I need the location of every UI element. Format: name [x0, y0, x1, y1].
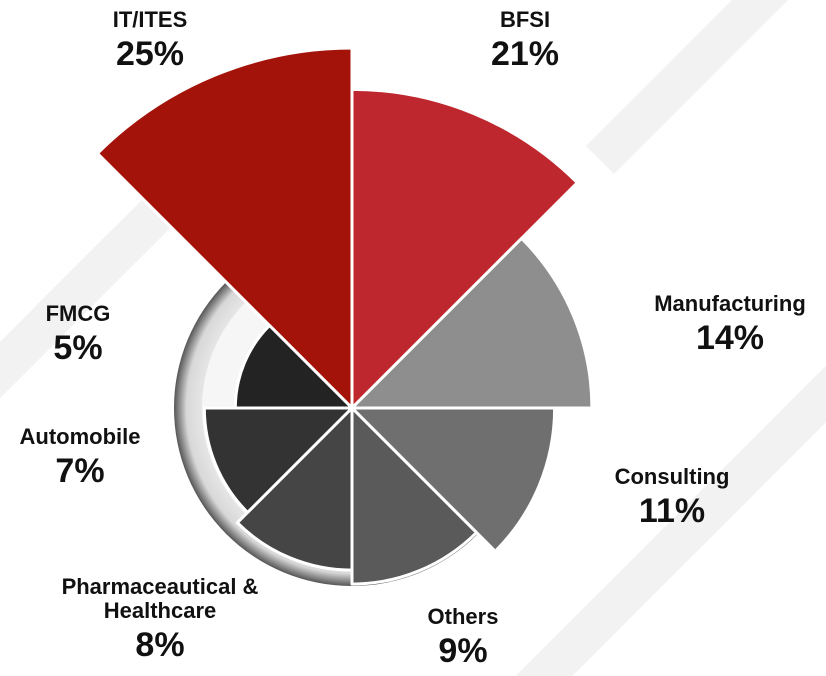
slice-label: Pharmaceautical & Healthcare 8% [45, 574, 275, 665]
category-name: BFSI [499, 7, 551, 32]
wedges [95, 46, 594, 586]
category-name: Others [427, 604, 499, 629]
category-name: Pharmaceautical & Healthcare [61, 574, 259, 624]
value-label: 5% [53, 329, 103, 368]
value-label: 11% [638, 492, 706, 531]
wedge [350, 87, 579, 410]
value-label: 8% [135, 626, 185, 665]
slice-label: Manufacturing 14% [654, 291, 806, 358]
slice-label: FMCG 5% [45, 301, 111, 368]
value-label: 9% [438, 632, 488, 671]
wedge [350, 236, 594, 410]
wedge [235, 406, 354, 572]
wedge [233, 323, 354, 410]
category-name: IT/ITES [112, 7, 188, 32]
wedge [202, 406, 354, 514]
category-name: FMCG [45, 301, 111, 326]
wedge [350, 406, 479, 586]
slice-label: BFSI 21% [490, 7, 560, 74]
wedge [350, 406, 557, 553]
category-name: Automobile [19, 424, 141, 449]
value-label: 7% [55, 452, 105, 491]
slice-label: Others 9% [427, 604, 499, 671]
value-label: 21% [490, 35, 560, 74]
slice-label: Automobile 7% [19, 424, 141, 491]
wedge [95, 46, 354, 410]
value-label: 14% [695, 319, 765, 358]
slice-label: Consulting 11% [614, 464, 730, 531]
category-name: Manufacturing [654, 291, 806, 316]
slice-label: IT/ITES 25% [112, 7, 188, 74]
value-label: 25% [115, 35, 185, 74]
category-name: Consulting [614, 464, 730, 489]
